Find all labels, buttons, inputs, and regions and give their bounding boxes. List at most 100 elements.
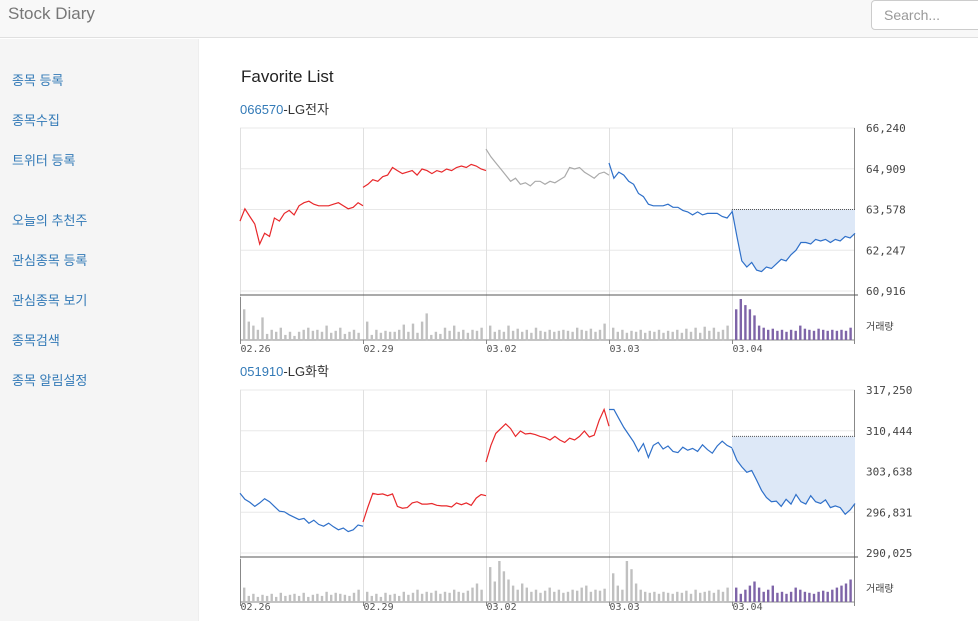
volume-bar (311, 594, 315, 602)
volume-bar (712, 327, 716, 340)
volume-bar (334, 330, 337, 340)
date-label: 03.03 (610, 602, 640, 613)
sidebar-item-register-twitter[interactable]: 트위터 등록 (12, 153, 76, 168)
volume-bar (316, 593, 319, 602)
page-title: Favorite List (241, 67, 334, 86)
stock-code-link[interactable]: 066570 (240, 102, 284, 117)
sidebar-item-alert-settings[interactable]: 종목 알림설정 (12, 373, 88, 388)
volume-bar (284, 595, 287, 602)
y-tick-label: 60,916 (866, 285, 906, 298)
volume-bar (357, 589, 360, 602)
volume-bar (288, 331, 292, 340)
volume-bar (699, 592, 702, 602)
volume-bar (817, 328, 820, 340)
volume-bar (557, 589, 561, 602)
sidebar-item-collect-stocks[interactable]: 종목수집 (12, 113, 60, 128)
volume-bar (420, 593, 424, 602)
volume-bar (420, 321, 424, 340)
volume-bar (530, 591, 533, 603)
volume-bar (398, 595, 401, 602)
volume-bar (430, 334, 433, 340)
volume-bar (603, 588, 606, 602)
volume-bar (439, 333, 442, 340)
volume-bar (662, 332, 665, 340)
price-line-03.02 (485, 148, 610, 187)
volume-bar (379, 332, 383, 340)
volume-bar (562, 592, 565, 602)
volume-bar (849, 579, 852, 603)
top-navbar: Stock Diary (0, 0, 978, 38)
volume-bar (553, 591, 556, 603)
volume-bar (671, 593, 674, 602)
volume-bar (297, 595, 301, 602)
volume-bar (794, 587, 797, 602)
volume-bar (357, 332, 360, 340)
volume-bar (812, 593, 816, 602)
volume-bar (780, 591, 784, 603)
volume-bar (243, 587, 246, 602)
volume-bar (507, 579, 510, 603)
volume-bar (293, 593, 296, 602)
volume-bar (521, 583, 524, 602)
volume-bar (744, 305, 747, 340)
volume-bar (539, 592, 542, 602)
volume-bar (776, 330, 779, 340)
volume-bar (275, 596, 278, 602)
volume-bar (366, 321, 369, 340)
volume-bar (498, 329, 501, 341)
volume-bar (639, 589, 642, 602)
price-line-02.26 (239, 492, 364, 533)
date-label: 03.02 (487, 344, 517, 355)
stock-title-2: 051910-LG화학 (240, 361, 329, 380)
volume-bar (416, 589, 419, 602)
volume-bar (748, 585, 752, 602)
volume-bar (348, 595, 351, 602)
sidebar-item-view-favorites[interactable]: 관심종목 보기 (12, 293, 88, 308)
volume-bar (448, 330, 451, 340)
volume-bar (307, 327, 310, 340)
volume-bar (757, 587, 761, 602)
volume-bar (457, 331, 460, 340)
sidebar-item-stock-search[interactable]: 종목검색 (12, 333, 60, 348)
volume-bar (744, 589, 747, 602)
volume-bar (780, 329, 784, 341)
volume-bar (721, 591, 725, 603)
volume-bar (320, 331, 324, 340)
volume-bar (840, 329, 843, 341)
volume-bar (762, 591, 765, 603)
volume-bar (789, 591, 793, 603)
volume-bar (511, 585, 515, 602)
sidebar-item-register-favorites[interactable]: 관심종목 등록 (12, 253, 88, 268)
volume-bar (616, 585, 619, 602)
volume-bar (502, 571, 506, 603)
search-input[interactable] (871, 0, 978, 30)
price-line-03.03 (609, 408, 733, 460)
volume-bar (630, 330, 633, 340)
volume-bar (785, 593, 788, 602)
volume-bar (402, 591, 405, 603)
volume-bar (466, 590, 470, 602)
price-line-03.04 (731, 210, 856, 273)
volume-bar (434, 590, 438, 602)
volume-bar (822, 329, 825, 341)
volume-bar (475, 583, 479, 602)
volume-bar (789, 329, 793, 341)
brand-link[interactable]: Stock Diary (8, 4, 95, 23)
volume-bar (685, 328, 688, 340)
sidebar-item-register-stock[interactable]: 종목 등록 (12, 73, 64, 88)
volume-bar (822, 590, 825, 602)
volume-bar (284, 334, 287, 340)
volume-bar (525, 329, 528, 341)
sidebar-item-today-recommended[interactable]: 오늘의 추천주 (12, 213, 88, 228)
volume-bar (252, 593, 255, 602)
volume-bar (489, 325, 492, 340)
volume-bar (352, 592, 356, 602)
volume-bar (256, 329, 260, 341)
volume-bar (443, 327, 447, 340)
volume-bar (543, 590, 547, 602)
volume-bar (411, 592, 415, 602)
volume-bar (471, 329, 474, 341)
stock-code-link[interactable]: 051910 (240, 364, 284, 379)
volume-bar (612, 573, 615, 602)
volume-bar (844, 330, 848, 340)
